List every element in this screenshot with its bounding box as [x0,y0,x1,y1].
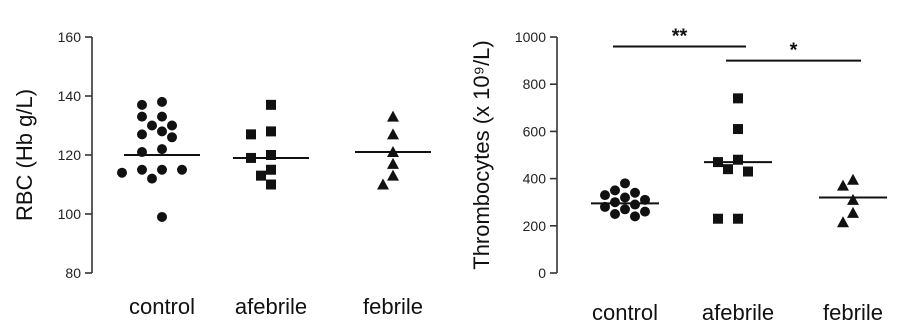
rbc-point-febrile-3 [387,157,399,169]
thrombocytes-point-control-10 [640,206,650,217]
rbc-point-afebrile-7 [266,179,276,190]
rbc-point-febrile-0 [387,110,399,122]
rbc-medians [124,151,431,159]
rbc-point-control-3 [137,111,147,122]
rbc-point-control-7 [137,129,147,140]
thrombocytes-point-afebrile-7 [713,213,723,224]
rbc-point-control-6 [157,126,167,137]
rbc-point-afebrile-0 [266,99,276,110]
rbc-x-label-afebrile: afebrile [235,294,307,319]
rbc-point-control-2 [157,111,167,122]
thrombocytes-point-control-6 [610,197,620,208]
thrombocytes-point-febrile-0 [847,173,859,185]
thrombocytes-point-control-4 [620,192,630,203]
thrombocytes-y-axis-title: Thrombocytes (x 10⁹/L) [469,40,494,270]
thrombocytes-point-control-3 [600,190,610,201]
thrombocytes-panel: Thrombocytes (x 10⁹/L) 0 200 400 600 800 1000… [469,25,887,324]
thrombocytes-point-febrile-3 [847,206,859,218]
rbc-point-afebrile-5 [266,164,276,175]
thrombocytes-point-febrile-4 [837,216,849,228]
significance-annotations: *** [613,25,861,62]
rbc-y-tick-label-3: 140 [58,88,82,104]
rbc-point-febrile-1 [387,128,399,140]
rbc-point-afebrile-1 [266,126,276,137]
rbc-panel: RBC (Hb g/L) 80 100 120 140 160 control afeb… [12,29,431,319]
rbc-point-control-8 [167,132,177,143]
thrombocytes-point-control-12 [630,211,640,222]
thrombocytes-point-afebrile-4 [723,164,733,175]
rbc-point-control-14 [117,167,127,178]
rbc-point-febrile-4 [387,169,399,181]
thrombocytes-point-control-2 [630,187,640,198]
rbc-x-label-febrile: febrile [363,294,423,319]
thrombocytes-point-afebrile-6 [733,213,743,224]
thrombocytes-point-control-5 [640,194,650,205]
rbc-point-afebrile-6 [256,170,266,181]
thrombocytes-point-febrile-2 [847,193,859,205]
rbc-points [117,96,399,222]
rbc-point-control-13 [177,164,187,175]
significance-label-0: ** [672,25,688,47]
rbc-y-tick-label-4: 160 [58,29,82,45]
rbc-point-control-1 [137,99,147,110]
thrombocytes-x-label-afebrile: afebrile [702,300,774,324]
rbc-y-tick-label-2: 120 [58,147,82,163]
thrombocytes-point-afebrile-1 [733,124,743,135]
thrombocytes-y-ticks: 0 200 400 600 800 1000 [515,29,557,281]
thrombocytes-point-control-7 [630,199,640,210]
rbc-point-febrile-5 [377,178,389,190]
thrombocytes-medians [591,161,887,205]
rbc-point-afebrile-3 [266,150,276,160]
rbc-point-control-5 [167,120,177,131]
rbc-point-afebrile-2 [246,129,256,140]
thrombocytes-point-afebrile-2 [733,154,743,165]
thrombocytes-point-control-1 [610,185,620,196]
thrombocytes-y-tick-label-4: 800 [523,76,547,92]
thrombocytes-point-afebrile-0 [733,93,743,104]
rbc-y-tick-label-1: 100 [58,206,82,222]
rbc-point-control-15 [147,173,157,184]
thrombocytes-point-control-8 [600,201,610,212]
thrombocytes-y-tick-label-1: 200 [523,218,547,234]
rbc-y-ticks: 80 100 120 140 160 [58,29,92,281]
thrombocytes-point-control-0 [620,178,630,189]
rbc-y-tick-label-0: 80 [65,265,81,281]
thrombocytes-point-control-11 [610,209,620,219]
thrombocytes-y-tick-label-0: 0 [538,265,546,281]
rbc-point-control-12 [137,164,147,175]
rbc-point-control-16 [157,211,167,222]
rbc-point-control-11 [157,164,167,175]
thrombocytes-point-febrile-1 [837,179,849,191]
thrombocytes-point-control-9 [620,204,630,215]
thrombocytes-y-tick-label-5: 1000 [515,29,546,45]
significance-label-1: * [790,40,798,62]
thrombocytes-x-label-febrile: febrile [823,300,883,324]
rbc-point-control-0 [157,96,167,107]
thrombocytes-point-afebrile-5 [743,166,753,177]
thrombocytes-y-tick-label-2: 400 [523,171,547,187]
thrombocytes-x-label-control: control [592,300,658,324]
thrombocytes-y-tick-label-3: 600 [523,123,547,139]
rbc-x-label-control: control [129,294,195,319]
thrombocytes-points [600,93,859,228]
rbc-point-control-4 [147,120,157,131]
rbc-y-axis-title: RBC (Hb g/L) [12,89,37,221]
rbc-point-control-9 [157,144,167,155]
